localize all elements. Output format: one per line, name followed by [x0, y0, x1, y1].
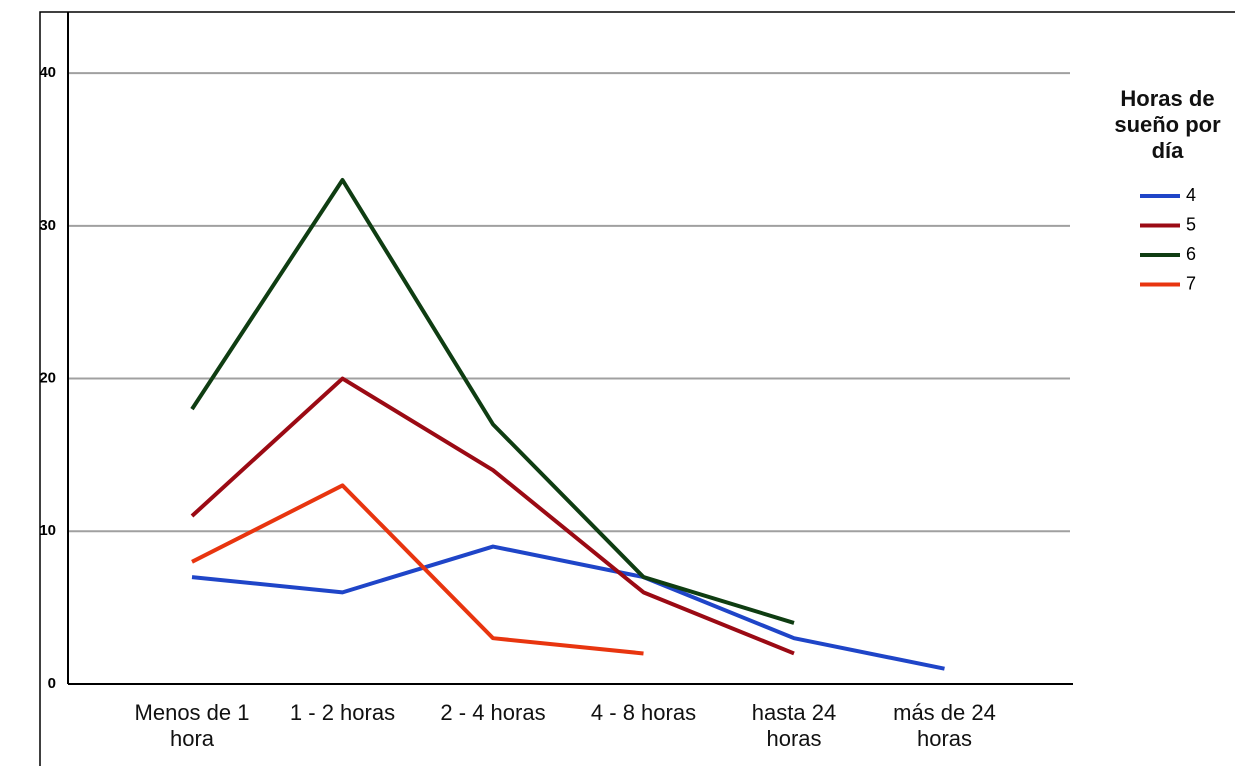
x-tick-label: 1 - 2 horas	[289, 700, 396, 725]
legend-label: 6	[1186, 244, 1196, 264]
legend-label: 7	[1186, 273, 1196, 293]
x-tick-label: Menos de 1 hora	[134, 700, 250, 751]
y-tick-label: 20	[39, 370, 56, 387]
y-tick-label: 40	[39, 64, 56, 81]
series-line	[190, 178, 795, 625]
legend-label: 5	[1186, 214, 1196, 234]
series-line	[191, 544, 945, 671]
x-tick-label: más de 24 horas	[893, 700, 996, 751]
series-line	[191, 483, 644, 656]
legend-title: Horas de sueño por día	[1114, 86, 1221, 163]
x-tick-label: hasta 24 horas	[751, 700, 837, 751]
y-tick-label: 30	[39, 217, 56, 234]
frame	[39, 11, 1235, 766]
x-tick-label: 2 - 4 horas	[440, 700, 546, 725]
y-tick-label: 0	[48, 675, 56, 692]
x-tick-label: 4 - 8 horas	[590, 700, 697, 725]
legend-label: 4	[1186, 185, 1196, 205]
series-line	[190, 376, 795, 656]
y-tick-label: 10	[39, 522, 56, 539]
